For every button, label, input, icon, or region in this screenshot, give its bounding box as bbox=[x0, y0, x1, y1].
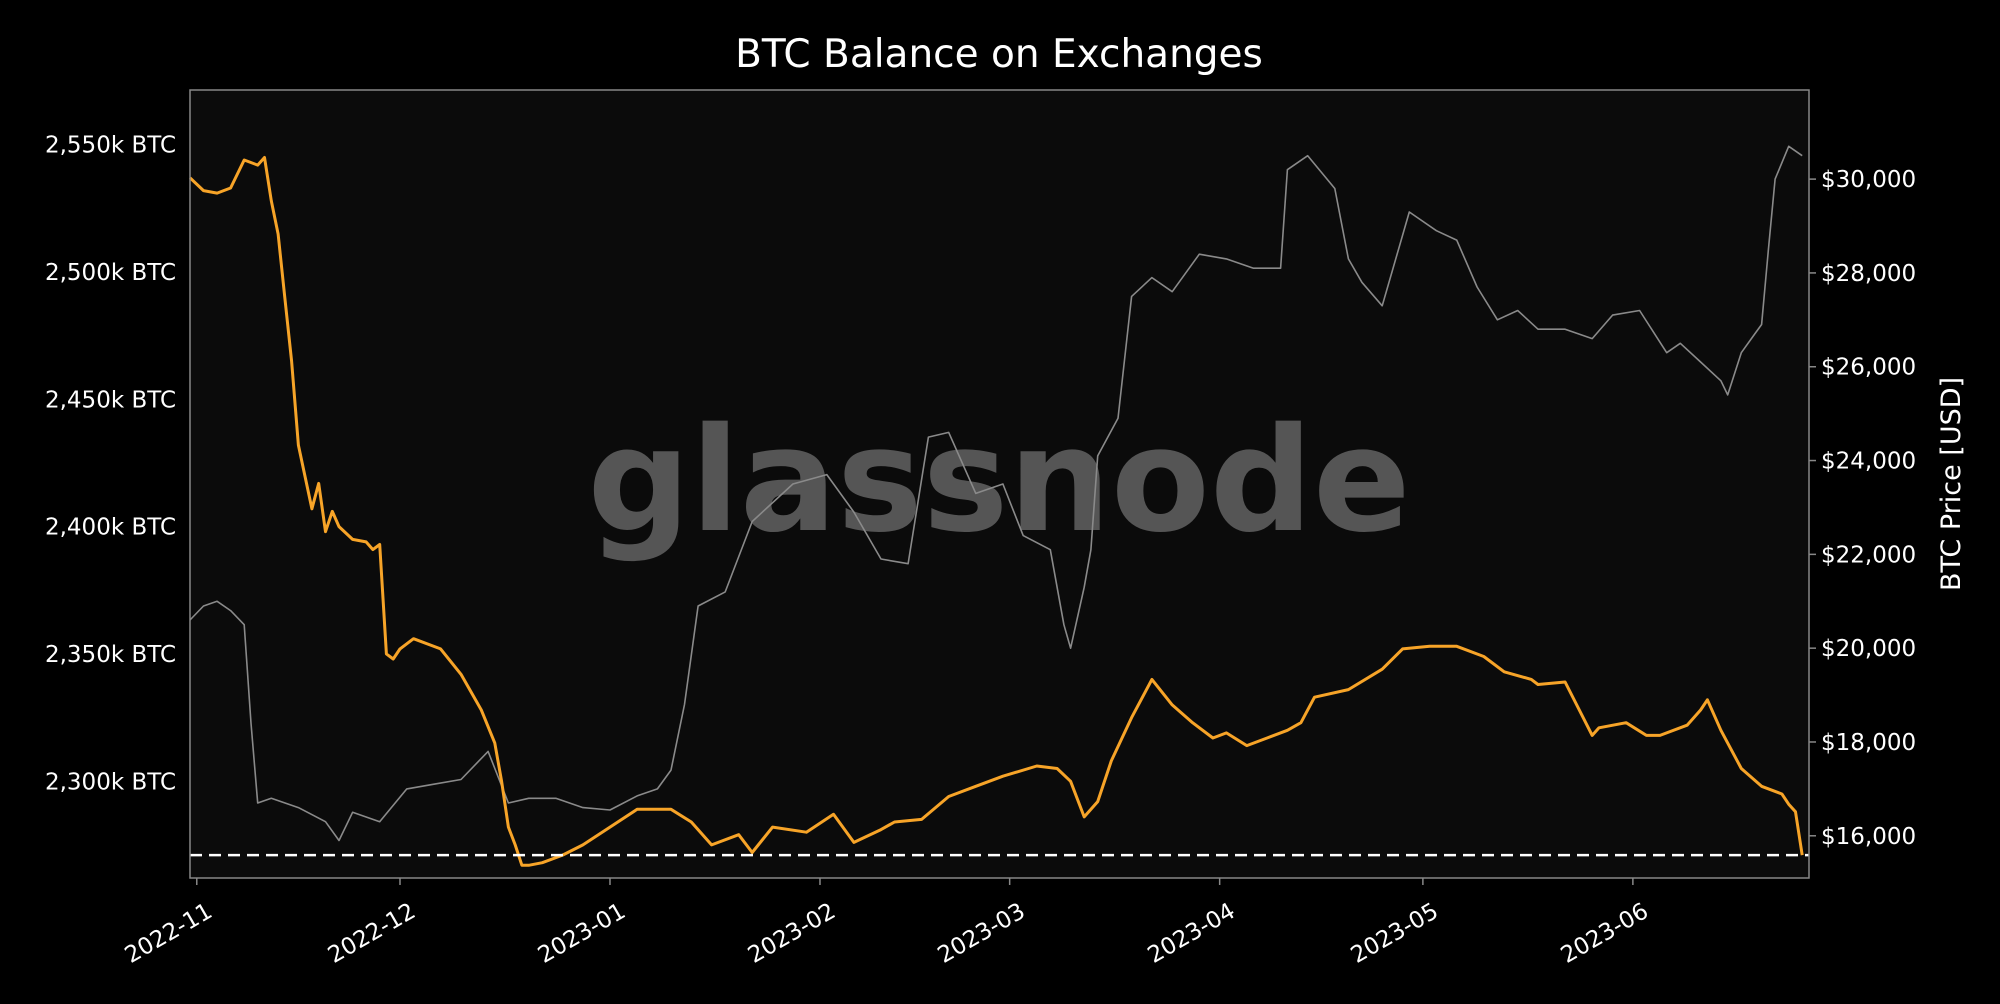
left-tick-label: 2,300k BTC bbox=[45, 769, 176, 795]
right-tick-label: $22,000 bbox=[1821, 542, 1916, 568]
left-axis: 2,300k BTC 2,350k BTC 2,400k BTC 2,450k BTC… bbox=[45, 133, 176, 796]
right-tick-label: $28,000 bbox=[1821, 261, 1916, 287]
left-tick-label: 2,400k BTC bbox=[45, 515, 176, 541]
price-series-line bbox=[189, 145, 1803, 842]
right-tick-label: $18,000 bbox=[1821, 730, 1916, 756]
left-tick-label: 2,450k BTC bbox=[45, 387, 176, 413]
right-tick-label: $24,000 bbox=[1821, 449, 1916, 475]
right-tick-label: $26,000 bbox=[1821, 355, 1916, 381]
right-tick-label: $20,000 bbox=[1821, 636, 1916, 662]
left-tick-label: 2,350k BTC bbox=[45, 642, 176, 668]
right-axis: $16,000 $18,000 $20,000 $22,000 $24,000 $26,0… bbox=[1809, 167, 1916, 850]
left-tick-label: 2,550k BTC bbox=[45, 133, 176, 159]
left-tick-label: 2,500k BTC bbox=[45, 260, 176, 286]
balance-series-layer bbox=[188, 156, 1804, 867]
plot-frame bbox=[189, 89, 1810, 879]
right-axis-label: BTC Price [USD] bbox=[1936, 377, 1967, 591]
watermark: glassnode bbox=[587, 396, 1410, 564]
right-tick-label: $30,000 bbox=[1821, 167, 1916, 193]
right-tick-label: $16,000 bbox=[1821, 824, 1916, 850]
plot-background bbox=[190, 90, 1809, 878]
balance-series-line bbox=[188, 156, 1804, 867]
price-series-layer bbox=[189, 145, 1803, 842]
chart-title: BTC Balance on Exchanges bbox=[735, 32, 1263, 77]
